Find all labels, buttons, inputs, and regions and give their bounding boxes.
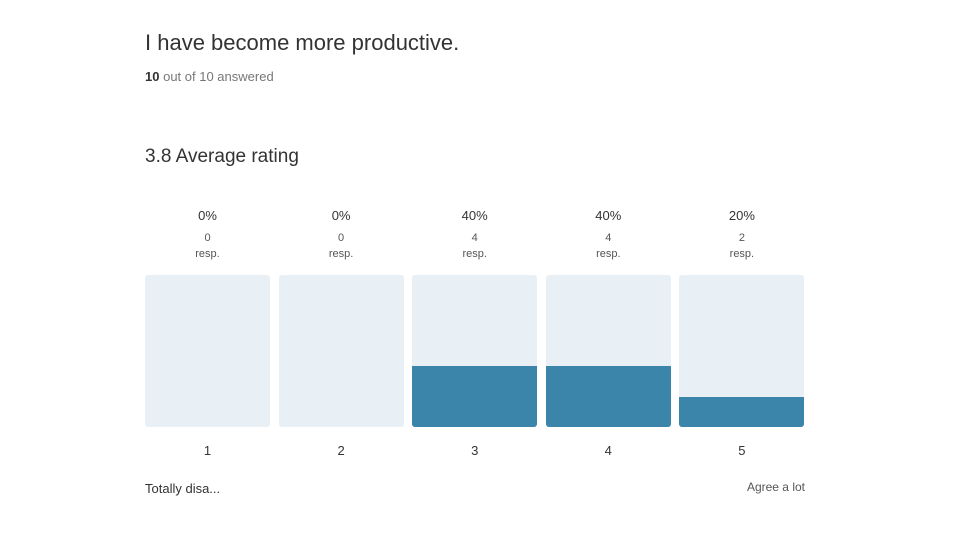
response-count: 0 [338,232,345,244]
response-count: 4 [471,232,478,244]
bar-track [145,275,270,427]
response-unit: resp. [729,248,755,260]
bar [412,366,538,427]
bar-track [278,275,404,427]
response-count: 4 [605,232,612,244]
answered-info: 10 out of 10 answered [145,69,274,84]
average-value: 3.8 [145,146,172,167]
percent-label: 40% [595,208,622,223]
percent-label: 0% [198,208,217,223]
response-unit: resp. [328,248,354,260]
percent-label: 40% [461,208,488,223]
bar-track [679,275,805,427]
response-unit: resp. [195,248,220,260]
category-label: 2 [337,443,345,458]
average-label: Average rating [175,146,299,167]
min-label: Totally disa... [145,481,221,496]
response-count: 0 [204,232,211,244]
max-label: Agree a lot [746,480,805,494]
bar [545,366,671,427]
response-unit: resp. [596,248,621,260]
percent-label: 0% [331,208,351,223]
category-label: 1 [203,443,212,458]
bar [679,396,805,427]
response-unit: resp. [462,248,487,260]
bar-track [545,275,671,427]
percent-label: 20% [728,208,755,223]
bar-track [412,275,538,427]
answered-count: 10 [145,69,160,84]
category-label: 5 [738,443,746,458]
question-title: I have become more productive. [145,30,460,55]
category-label: 4 [604,443,612,458]
answered-label: out of 10 answered [163,69,274,84]
response-count: 2 [738,232,745,244]
average: 3.8 Average rating [145,146,299,168]
category-label: 3 [471,443,479,458]
